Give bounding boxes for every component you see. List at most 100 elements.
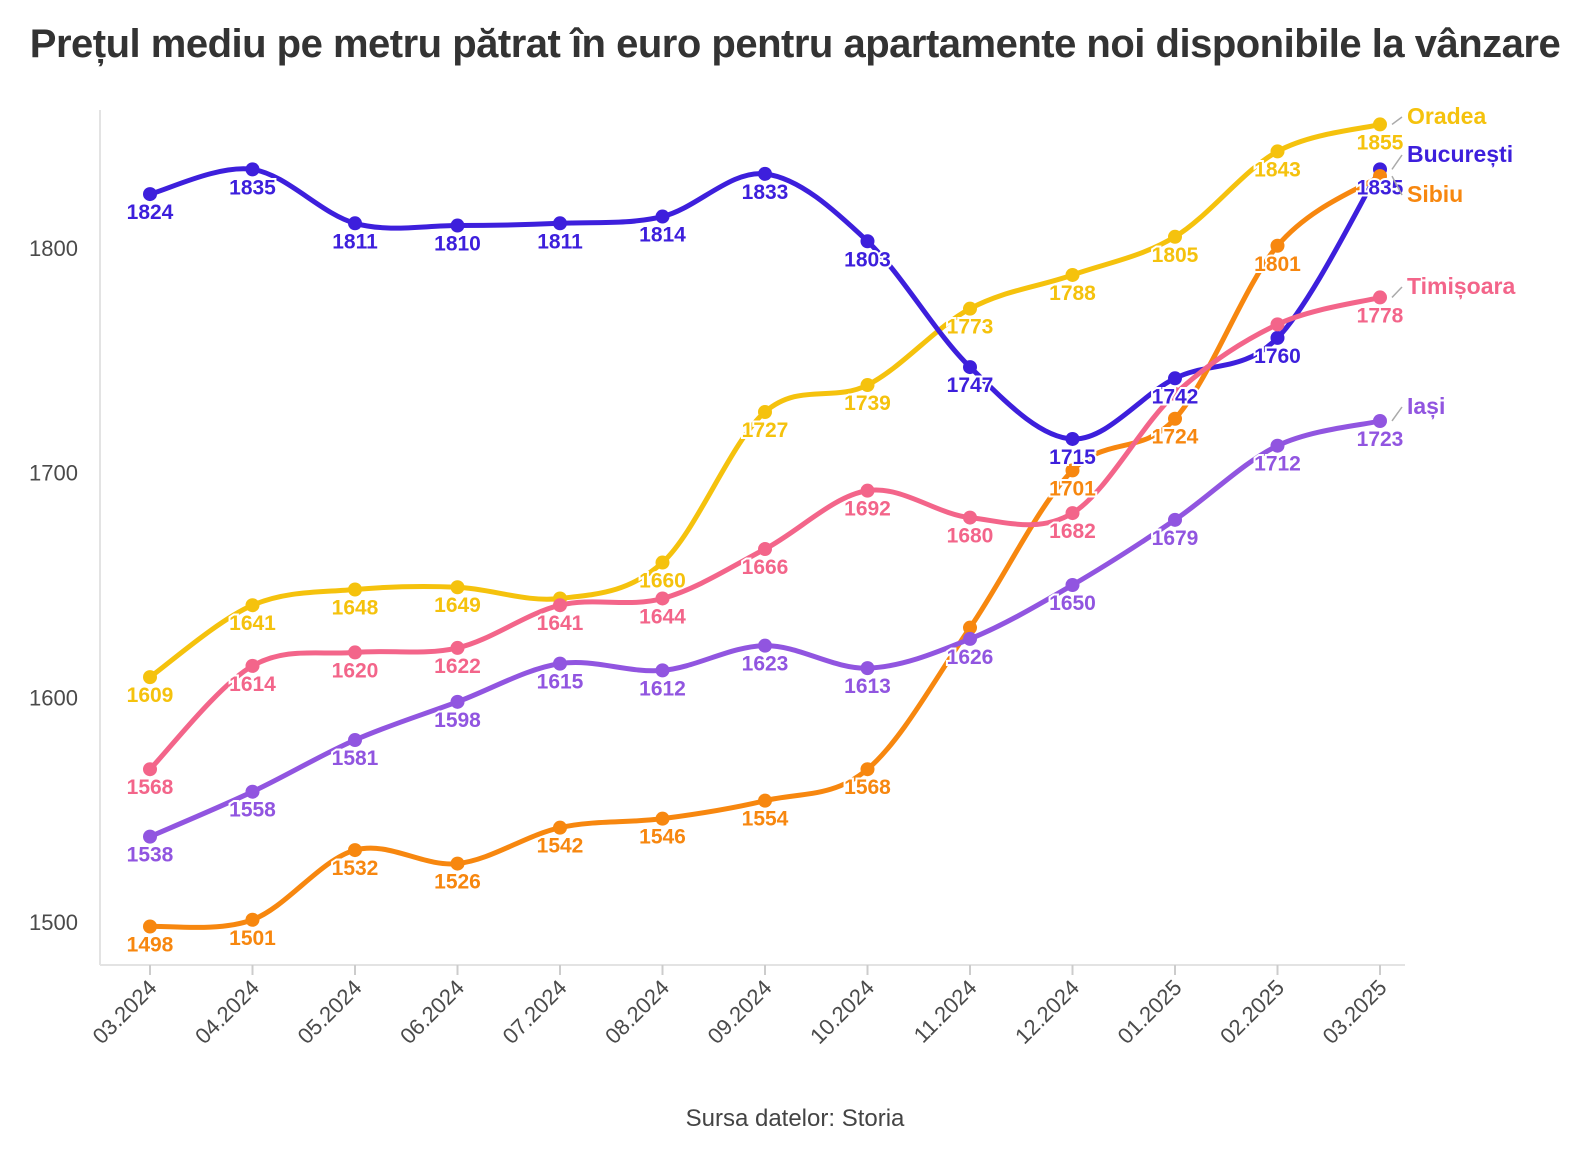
axes: 1500 1600 1700 1800 03.2024 04.2024 05.2024 06.… xyxy=(29,110,1405,1049)
data-point-timisoara xyxy=(143,762,157,777)
data-label-bucuresti: 1811 xyxy=(332,230,378,253)
data-label-iasi: 1723 xyxy=(1357,428,1404,451)
data-label-iasi: 1626 xyxy=(947,646,994,669)
data-point-bucuresti xyxy=(245,162,260,177)
data-label-timisoara: 1666 xyxy=(742,556,789,579)
data-point-iasi xyxy=(1373,413,1387,428)
data-point-bucuresti xyxy=(860,234,875,249)
data-point-bucuresti xyxy=(1065,431,1080,446)
data-point-oradea xyxy=(1373,117,1387,132)
series-name-bucuresti: București xyxy=(1407,141,1513,168)
data-label-timisoara: 1778 xyxy=(1357,304,1404,327)
series-name-leader xyxy=(1391,116,1403,126)
data-label-sibiu: 1801 xyxy=(1254,253,1301,276)
data-point-oradea xyxy=(758,405,772,420)
data-point-timisoara xyxy=(1065,506,1080,521)
source-note: Sursa datelor: Storia xyxy=(685,1105,905,1132)
data-point-bucuresti xyxy=(1168,371,1182,386)
chart-title: Prețul mediu pe metru pătrat în euro pen… xyxy=(29,22,1561,66)
data-point-oradea xyxy=(1065,267,1080,282)
series-line-iasi xyxy=(147,418,1383,840)
x-tick-label: 10.2024 xyxy=(805,975,879,1049)
data-label-timisoara: 1644 xyxy=(639,605,686,628)
data-label-bucuresti: 1833 xyxy=(742,181,789,204)
data-label-iasi: 1615 xyxy=(537,671,584,694)
data-point-bucuresti xyxy=(1270,330,1285,345)
x-tick-label: 05.2024 xyxy=(293,975,367,1049)
data-label-sibiu: 1701 xyxy=(1049,477,1096,500)
data-label-sibiu: 1724 xyxy=(1152,426,1199,449)
data-point-iasi xyxy=(963,631,977,646)
data-label-bucuresti: 1747 xyxy=(947,374,994,397)
data-point-iasi xyxy=(758,638,772,653)
data-point-timisoara xyxy=(1168,387,1182,402)
data-label-sibiu: 1554 xyxy=(742,808,789,831)
data-label-bucuresti: 1824 xyxy=(127,201,174,224)
data-label-timisoara: 1614 xyxy=(229,673,276,696)
data-label-timisoara: 1682 xyxy=(1049,520,1096,543)
data-label-oradea: 1648 xyxy=(332,596,379,619)
data-label-bucuresti: 1835 xyxy=(1357,176,1404,199)
data-point-oradea xyxy=(655,555,670,570)
data-label-oradea: 1641 xyxy=(229,612,276,635)
x-tick-label: 02.2025 xyxy=(1215,975,1289,1049)
data-point-timisoara xyxy=(1270,317,1285,332)
data-point-sibiu xyxy=(1373,169,1387,184)
data-point-sibiu xyxy=(1270,238,1285,253)
series-name-leader xyxy=(1391,154,1403,170)
series-name-leader xyxy=(1391,175,1403,196)
data-point-timisoara xyxy=(245,658,260,673)
data-labels: 1609 1641 1648 1649 1660 1727 1739 1773 1788 1805… xyxy=(125,129,1406,958)
x-tick-label: 06.2024 xyxy=(395,975,469,1049)
data-point-timisoara xyxy=(1373,290,1387,305)
data-label-timisoara: 1680 xyxy=(947,525,994,548)
data-point-bucuresti xyxy=(450,218,465,233)
x-tick-label: 11.2024 xyxy=(909,975,982,1048)
data-point-iasi xyxy=(860,661,875,676)
series-names: Oradea București Sibiu Timișoara Iași xyxy=(1391,103,1515,422)
x-tick-label: 03.2024 xyxy=(88,975,162,1049)
data-label-timisoara: 1568 xyxy=(127,776,174,799)
data-label-sibiu: 1568 xyxy=(844,776,891,799)
data-point-iasi xyxy=(655,663,670,678)
data-label-timisoara: 1641 xyxy=(537,612,584,635)
data-label-bucuresti: 1803 xyxy=(844,248,891,271)
data-point-timisoara xyxy=(553,598,567,613)
data-point-iasi xyxy=(1065,578,1080,592)
x-tick-label: 12.2024 xyxy=(1010,975,1084,1049)
data-label-iasi: 1613 xyxy=(844,675,891,698)
data-label-iasi: 1650 xyxy=(1049,592,1096,615)
data-point-oradea xyxy=(1168,229,1182,244)
data-label-iasi: 1581 xyxy=(332,747,379,770)
data-point-timisoara xyxy=(348,645,362,660)
data-point-oradea xyxy=(963,301,977,316)
data-point-bucuresti xyxy=(143,187,157,202)
data-label-oradea: 1649 xyxy=(434,594,481,617)
data-label-oradea: 1805 xyxy=(1152,244,1199,267)
data-label-timisoara: 1620 xyxy=(332,659,379,682)
series-name-iasi: Iași xyxy=(1407,393,1445,420)
data-point-timisoara xyxy=(758,542,772,557)
series-name-leader xyxy=(1391,406,1403,422)
data-label-sibiu: 1542 xyxy=(537,835,584,858)
data-point-timisoara xyxy=(963,510,977,525)
data-label-sibiu: 1501 xyxy=(229,927,276,950)
data-point-timisoara xyxy=(450,640,465,655)
data-label-oradea: 1843 xyxy=(1254,158,1301,181)
data-point-iasi xyxy=(143,829,157,844)
series-name-timisoara: Timișoara xyxy=(1407,273,1515,300)
data-point-oradea xyxy=(143,670,157,685)
data-label-sibiu: 1526 xyxy=(434,871,481,894)
series-name-oradea: Oradea xyxy=(1407,103,1486,129)
data-label-bucuresti: 1811 xyxy=(537,230,583,253)
data-point-oradea xyxy=(1270,144,1285,159)
data-point-oradea xyxy=(860,378,875,393)
data-label-oradea: 1739 xyxy=(844,392,891,415)
data-label-bucuresti: 1715 xyxy=(1049,446,1096,469)
x-tick-label: 01.2025 xyxy=(1113,975,1187,1049)
data-point-oradea xyxy=(450,580,465,595)
data-label-bucuresti: 1760 xyxy=(1254,345,1301,368)
data-point-iasi xyxy=(553,656,567,671)
data-label-timisoara: 1692 xyxy=(844,498,891,521)
